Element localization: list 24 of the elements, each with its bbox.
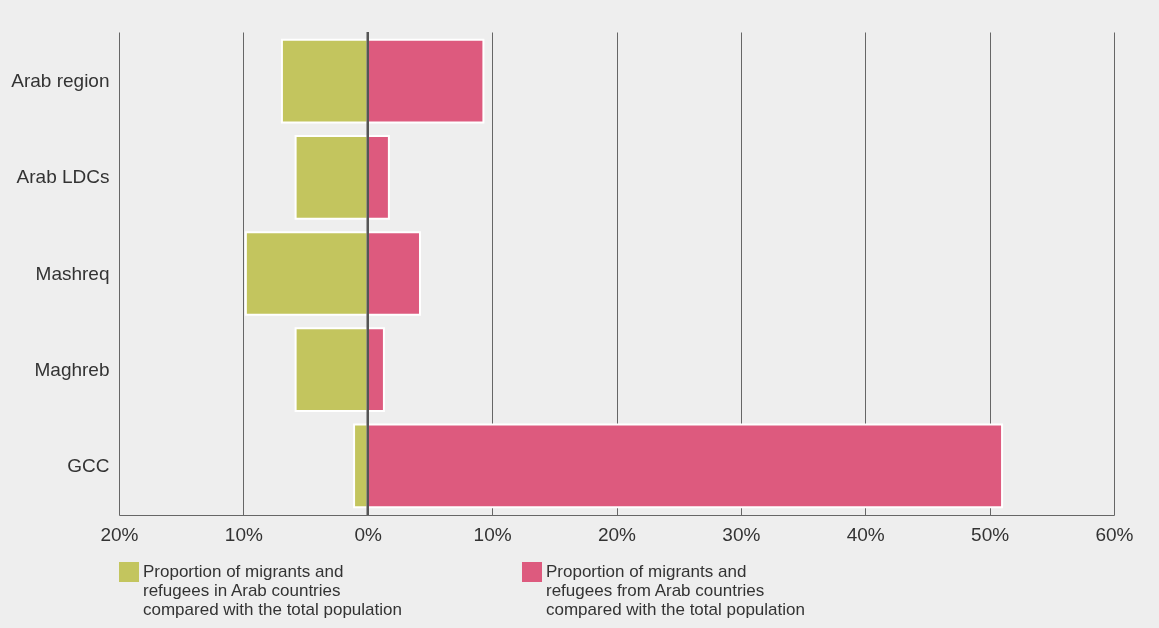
- x-tick-label: 20%: [597, 523, 637, 545]
- legend-label: Proportion of migrants and refugees in Arab countries compared with the total population: [143, 562, 402, 619]
- x-tick-label: 60%: [1095, 523, 1134, 545]
- bar: [244, 231, 369, 316]
- x-tick-label: 30%: [722, 523, 761, 545]
- x-tick-label: 0%: [354, 523, 383, 545]
- y-tick-label: Arab region: [11, 70, 110, 92]
- bar: [280, 38, 369, 124]
- x-tick-label: 10%: [224, 523, 263, 545]
- bar: [294, 134, 369, 220]
- bar: [366, 231, 421, 316]
- bar: [366, 134, 390, 220]
- bar: [366, 423, 1004, 509]
- bar: [294, 327, 369, 413]
- legend-label: Proportion of migrants and refugees from Arab countries compared with the total population: [546, 562, 805, 619]
- bar: [366, 38, 485, 124]
- y-tick-label: Mashreq: [35, 262, 110, 284]
- y-tick-label: Maghreb: [34, 358, 110, 380]
- x-tick-label: 40%: [846, 523, 885, 545]
- x-tick-label: 10%: [473, 523, 512, 545]
- y-tick-label: GCC: [67, 454, 110, 476]
- x-tick-label: 20%: [100, 523, 139, 545]
- x-tick-label: 50%: [971, 523, 1010, 545]
- y-tick-label: Arab LDCs: [16, 166, 110, 188]
